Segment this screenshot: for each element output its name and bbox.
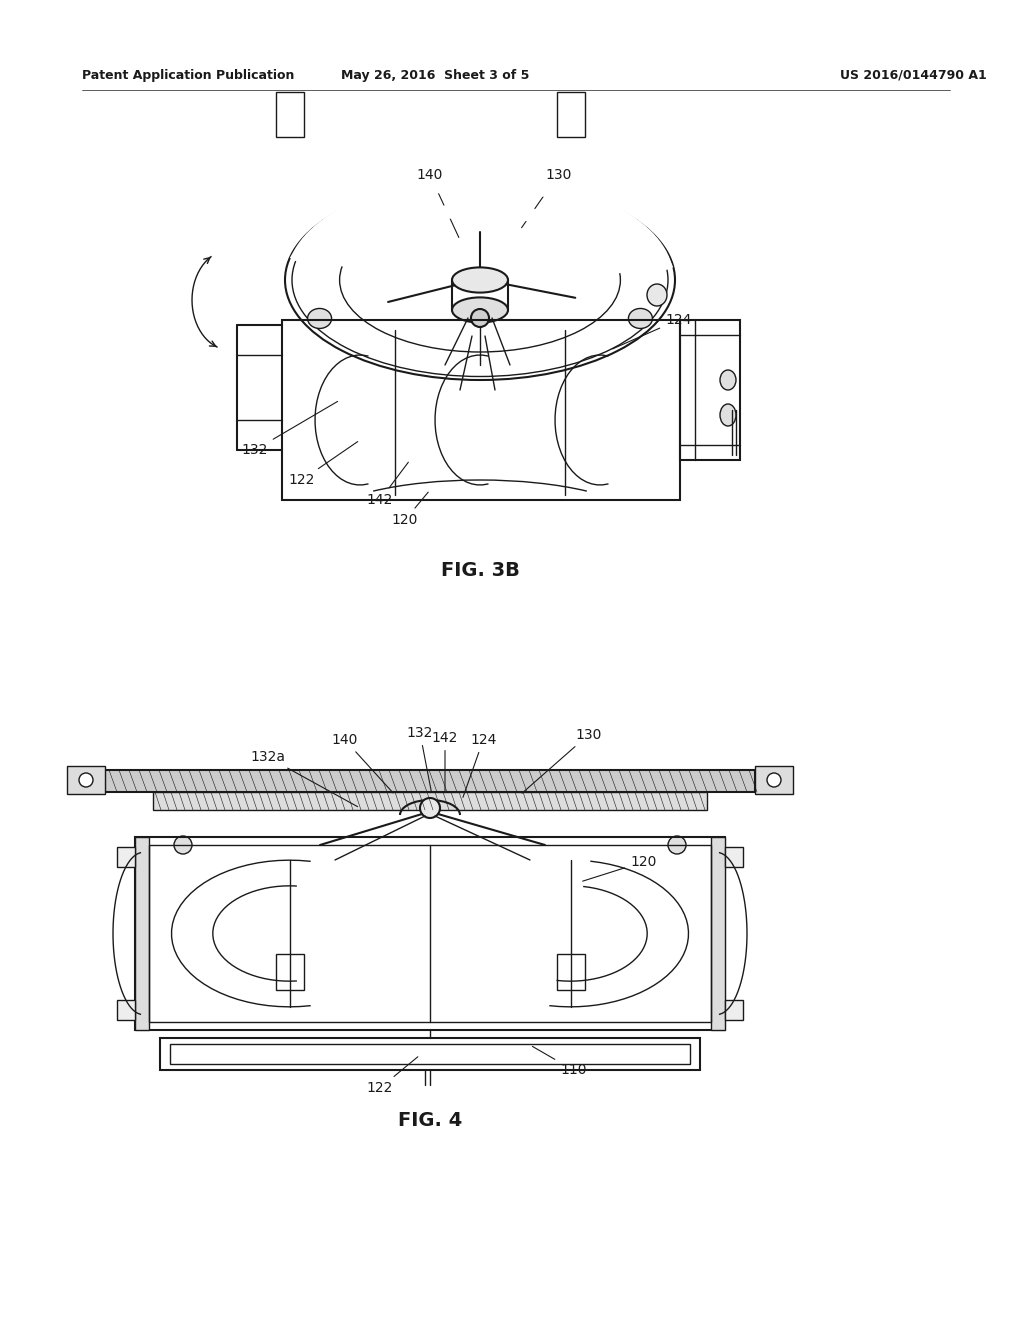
Bar <box>282 319 680 500</box>
Bar <box>711 837 725 1030</box>
Bar <box>135 837 725 1030</box>
Bar <box>160 1038 700 1071</box>
Ellipse shape <box>452 297 508 322</box>
Text: 124: 124 <box>612 313 691 348</box>
Bar <box>275 953 303 990</box>
Text: 142: 142 <box>432 731 458 792</box>
Text: 110: 110 <box>532 1047 587 1077</box>
Text: 132: 132 <box>242 401 338 457</box>
Text: 120: 120 <box>392 492 428 527</box>
Text: 122: 122 <box>289 442 357 487</box>
Bar <box>153 792 707 810</box>
Bar <box>755 766 793 795</box>
Text: 120: 120 <box>583 855 656 882</box>
Bar <box>150 845 711 1022</box>
Text: 130: 130 <box>522 729 601 793</box>
Text: 122: 122 <box>367 1057 418 1096</box>
Ellipse shape <box>471 309 489 327</box>
Bar <box>170 1044 690 1064</box>
Text: US 2016/0144790 A1: US 2016/0144790 A1 <box>840 69 987 82</box>
Text: 124: 124 <box>463 733 497 797</box>
Ellipse shape <box>720 404 736 426</box>
Bar <box>135 837 150 1030</box>
Bar <box>680 319 740 459</box>
Ellipse shape <box>720 370 736 389</box>
Ellipse shape <box>307 309 332 329</box>
Ellipse shape <box>420 799 440 818</box>
Ellipse shape <box>767 774 781 787</box>
Ellipse shape <box>668 836 686 854</box>
Ellipse shape <box>629 309 652 329</box>
Bar <box>725 847 743 867</box>
Text: 140: 140 <box>332 733 393 793</box>
Text: 142: 142 <box>367 462 409 507</box>
Text: 130: 130 <box>521 168 571 228</box>
Bar <box>117 847 135 867</box>
Bar <box>105 770 755 792</box>
Text: 132: 132 <box>407 726 433 792</box>
Bar <box>725 1001 743 1020</box>
Bar <box>556 953 585 990</box>
Text: FIG. 3B: FIG. 3B <box>440 561 519 579</box>
Ellipse shape <box>452 268 508 293</box>
Bar <box>117 1001 135 1020</box>
Text: 140: 140 <box>417 168 459 238</box>
Bar <box>67 766 105 795</box>
Text: 132a: 132a <box>250 750 357 807</box>
Ellipse shape <box>174 836 193 854</box>
Text: May 26, 2016  Sheet 3 of 5: May 26, 2016 Sheet 3 of 5 <box>341 69 529 82</box>
Bar <box>275 91 303 136</box>
Text: FIG. 4: FIG. 4 <box>398 1110 462 1130</box>
Ellipse shape <box>647 284 667 306</box>
Bar <box>556 91 585 136</box>
Text: Patent Application Publication: Patent Application Publication <box>82 69 294 82</box>
Ellipse shape <box>79 774 93 787</box>
